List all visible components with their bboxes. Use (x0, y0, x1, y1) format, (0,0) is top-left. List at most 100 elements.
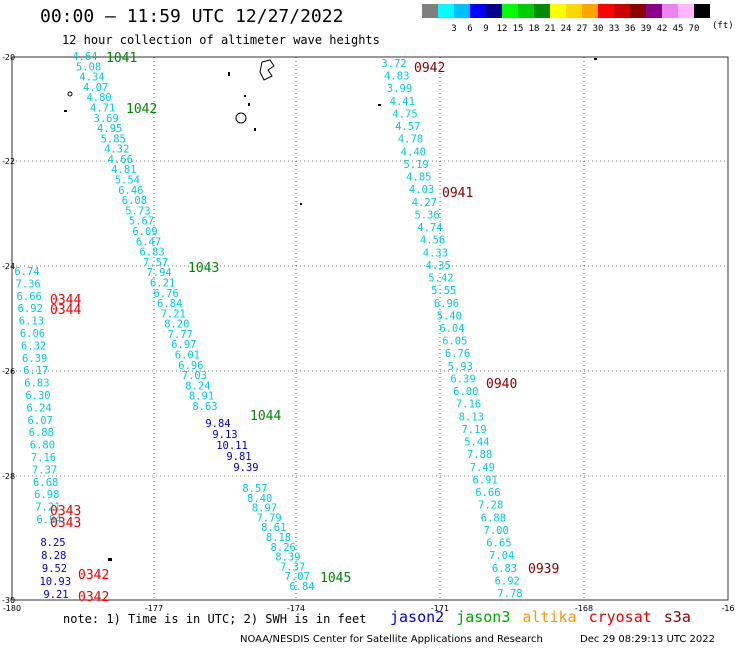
pass-time-label: 0941 (442, 186, 473, 201)
wave-height-value: 6.08 (122, 195, 147, 207)
wave-height-value: 4.07 (83, 82, 108, 94)
wave-height-value: 6.06 (20, 328, 45, 340)
color-swatch (534, 4, 550, 18)
pass-time-label: 0342 (78, 590, 109, 605)
wave-height-value: 4.27 (412, 197, 437, 209)
color-scale: 3 6 9 12 15 18 21 24 27 30 33 36 39 42 45 70 (422, 4, 710, 34)
wave-height-value: 8.39 (275, 552, 300, 564)
latitude-label: -26 (2, 367, 15, 376)
color-swatch-label: 6 (467, 24, 472, 34)
wave-height-value: 4.35 (426, 260, 451, 272)
wave-height-value: 4.41 (390, 96, 415, 108)
credit-line: NOAA/NESDIS Center for Satellite Applica… (240, 634, 543, 645)
wave-height-value: 8.61 (261, 522, 286, 534)
wave-height-value: 6.76 (445, 348, 470, 360)
wave-height-value: 7.28 (478, 500, 503, 512)
color-swatch (550, 4, 566, 18)
wave-height-value: 10.11 (216, 440, 248, 452)
wave-height-value: 7.21 (161, 308, 186, 320)
wave-height-value: 5.44 (464, 437, 489, 449)
island (108, 558, 112, 561)
color-swatch (438, 4, 454, 18)
wave-height-value: 6.13 (19, 316, 44, 328)
wave-height-value: 7.94 (146, 267, 171, 279)
wave-height-value: 6.39 (22, 353, 47, 365)
color-swatch (566, 4, 582, 18)
wave-height-value: 8.25 (40, 537, 65, 549)
wave-height-value: 4.74 (417, 222, 442, 234)
longitude-label: -180 (3, 604, 21, 613)
wave-height-value: 7.77 (168, 329, 193, 341)
pass-time-label: 0942 (414, 61, 445, 76)
island (235, 112, 247, 124)
wave-height-value: 6.74 (14, 266, 39, 278)
longitude-label: -174 (287, 604, 305, 613)
wave-height-value: 7.88 (467, 449, 492, 461)
wave-height-value: 5.93 (448, 361, 473, 373)
wave-height-value: 6.47 (136, 236, 161, 248)
color-swatch (678, 4, 694, 18)
wave-height-value: 5.40 (437, 310, 462, 322)
wave-height-value: 6.05 (442, 336, 467, 348)
island (300, 203, 302, 205)
color-swatch (646, 4, 662, 18)
legend-item-jason3: jason3 (456, 608, 511, 626)
wave-height-value: 6.17 (23, 365, 48, 377)
pass-time-label: 1044 (250, 409, 281, 424)
satellite-tracks: 4.645.084.344.074.804.713.694.955.854.32… (14, 51, 522, 601)
footnote: note: 1) Time is in UTC; 2) SWH is in fe… (63, 612, 367, 626)
island (67, 91, 73, 97)
wave-height-value: 4.78 (398, 134, 423, 146)
legend-item-altika: altika (522, 608, 577, 626)
island (248, 103, 250, 106)
wave-height-value: 7.36 (15, 278, 40, 290)
island (254, 128, 256, 131)
legend-item-s3a: s3a (663, 608, 691, 626)
color-swatch (582, 4, 598, 18)
wave-height-value: 6.92 (18, 303, 43, 315)
pass-time-label: 0343 (50, 516, 81, 531)
color-swatch-label: 33 (609, 24, 620, 34)
wave-height-value: 10.93 (39, 576, 71, 588)
pass-time-label: 1043 (188, 261, 219, 276)
wave-height-value: 4.57 (395, 121, 420, 133)
wave-height-value: 4.95 (97, 123, 122, 135)
islands (64, 58, 597, 561)
wave-height-value: 7.49 (470, 462, 495, 474)
wave-height-value: 4.33 (423, 247, 448, 259)
wave-height-value: 8.57 (242, 483, 267, 495)
pass-time-labels: 1041 1042 1043 1044 1045 0942 0941 0940 0939 0344… (50, 51, 559, 605)
wave-height-value: 3.69 (94, 113, 119, 125)
wave-height-value: 8.91 (189, 391, 214, 403)
satellite-legend: jason2 jason3 altika cryosat s3a (390, 608, 703, 626)
wave-height-value: 4.56 (420, 235, 445, 247)
wave-height-value: 6.65 (486, 538, 511, 550)
wave-height-value: 4.03 (409, 184, 434, 196)
wave-height-value: 8.63 (192, 401, 217, 413)
wave-height-value: 4.66 (108, 154, 133, 166)
wave-height-value: 4.32 (104, 144, 129, 156)
wave-height-value: 6.83 (492, 563, 517, 575)
wave-height-value: 7.37 (280, 561, 305, 573)
wave-height-value: 3.72 (381, 58, 406, 70)
legend-item-jason2: jason2 (390, 608, 445, 626)
latitude-label: -22 (2, 157, 15, 166)
wave-height-value: 6.92 (495, 575, 520, 587)
color-swatch (518, 4, 534, 18)
wave-height-value: 5.67 (129, 216, 154, 228)
wave-height-value: 5.54 (115, 175, 140, 187)
wave-height-value: 6.80 (30, 440, 55, 452)
longitude-label: -177 (145, 604, 163, 613)
wave-height-value: 6.94 (36, 514, 61, 526)
color-swatch-label: 45 (673, 24, 684, 34)
island (244, 95, 246, 97)
wave-height-value: 6.96 (434, 298, 459, 310)
wave-height-value: 6.88 (481, 512, 506, 524)
pass-time-label: 1042 (126, 102, 157, 117)
island (378, 104, 381, 106)
latitude-label: -30 (2, 596, 15, 605)
wave-height-value: 8.40 (247, 493, 272, 505)
legend-item-cryosat: cryosat (588, 608, 652, 626)
island (228, 72, 230, 76)
color-swatch-label: 39 (641, 24, 652, 34)
